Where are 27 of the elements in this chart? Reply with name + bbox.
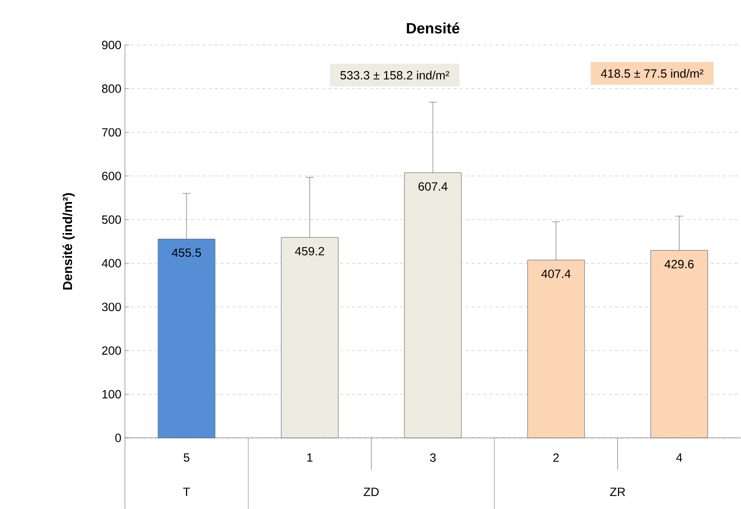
x-tick-label: 5 — [184, 453, 190, 462]
chart-title: Densité — [406, 22, 460, 34]
data-label: 429.6 — [664, 260, 694, 268]
y-tick-label: 900 — [102, 40, 121, 50]
annotation: 533.3 ± 158.2 ind/m² — [340, 70, 450, 80]
text: T — [183, 488, 190, 496]
annotation: 418.5 ± 77.5 ind/m² — [600, 68, 704, 78]
x-tick-label: 2 — [553, 453, 559, 462]
x-tick-label: 4 — [676, 453, 682, 462]
y-tick-label: 200 — [102, 346, 121, 355]
y-tick-label: 100 — [102, 390, 121, 398]
y-tick-label: 600 — [102, 172, 121, 180]
x-tick-label: 1 — [307, 453, 312, 462]
data-label: 407.4 — [541, 270, 571, 278]
y-tick-label: 0 — [115, 434, 121, 442]
data-label: 455.5 — [172, 248, 201, 257]
y-tick-label: 800 — [102, 84, 121, 93]
x-tick-label: 3 — [430, 453, 436, 462]
data-label: 607.4 — [418, 182, 448, 191]
text: ZR — [610, 488, 626, 496]
data-label: 459.2 — [295, 246, 324, 256]
y-tick-label: 300 — [102, 302, 121, 312]
y-tick-label: 700 — [102, 128, 121, 136]
y-tick-label: 400 — [102, 259, 121, 268]
y-axis-title: Densité (ind/m²) — [62, 193, 75, 290]
text: ZD — [364, 488, 379, 496]
y-tick-label: 500 — [102, 215, 121, 224]
